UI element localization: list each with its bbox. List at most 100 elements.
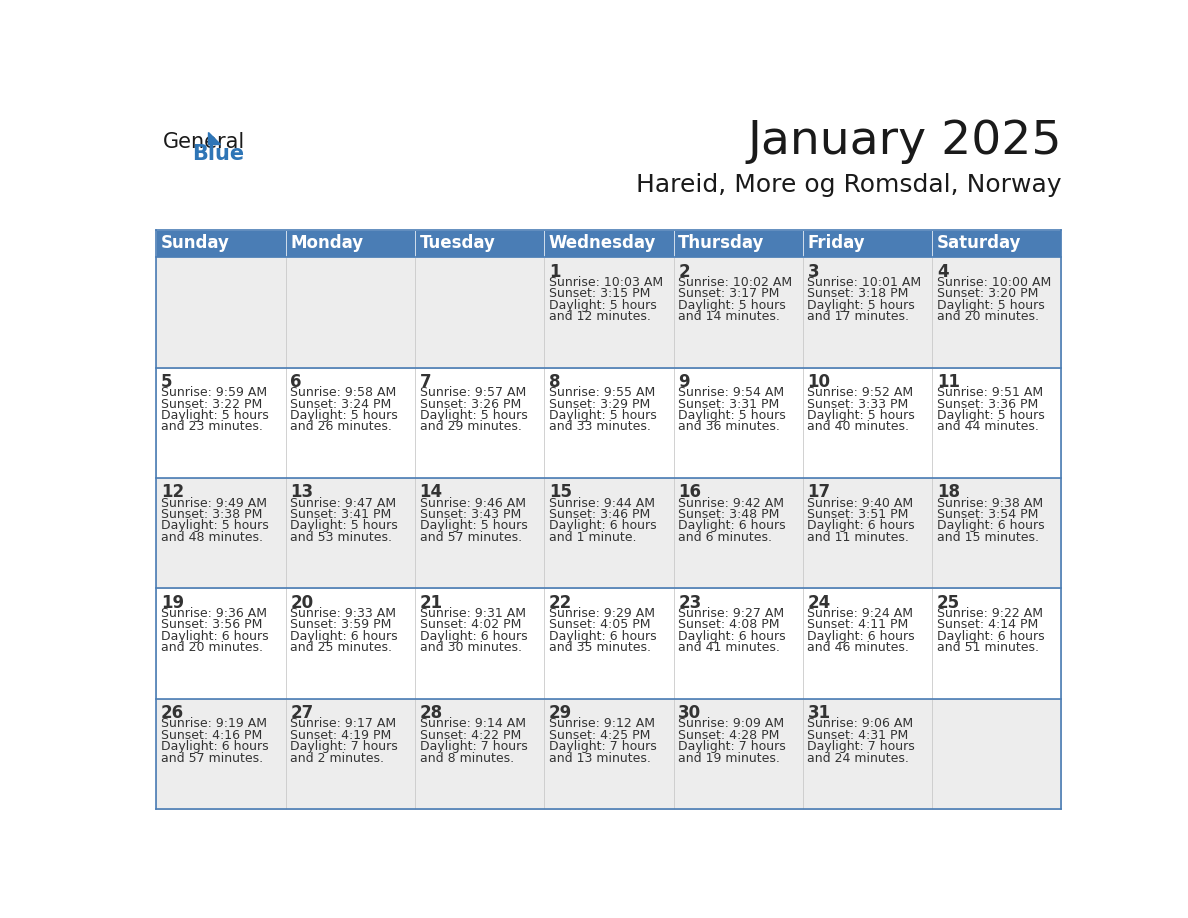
Text: Sunrise: 10:01 AM: Sunrise: 10:01 AM: [808, 275, 922, 288]
Polygon shape: [208, 132, 220, 144]
Text: Sunset: 4:05 PM: Sunset: 4:05 PM: [549, 619, 650, 632]
Text: 9: 9: [678, 373, 690, 391]
Text: Sunset: 3:46 PM: Sunset: 3:46 PM: [549, 508, 650, 521]
Text: Sunset: 3:17 PM: Sunset: 3:17 PM: [678, 287, 779, 300]
Text: 10: 10: [808, 373, 830, 391]
Text: Sunset: 4:14 PM: Sunset: 4:14 PM: [937, 619, 1038, 632]
Text: Saturday: Saturday: [937, 234, 1022, 252]
Bar: [157, 588, 285, 699]
Text: Sunrise: 9:27 AM: Sunrise: 9:27 AM: [678, 607, 784, 620]
Bar: [674, 478, 803, 588]
Text: Sunrise: 9:46 AM: Sunrise: 9:46 AM: [419, 497, 525, 509]
Text: and 1 minute.: and 1 minute.: [549, 531, 637, 543]
Bar: [157, 230, 285, 257]
Text: Sunset: 4:08 PM: Sunset: 4:08 PM: [678, 619, 779, 632]
Text: 29: 29: [549, 704, 573, 722]
Bar: [415, 478, 544, 588]
Text: 6: 6: [290, 373, 302, 391]
Bar: [933, 257, 1061, 367]
Text: Daylight: 5 hours: Daylight: 5 hours: [160, 520, 268, 532]
Text: Daylight: 6 hours: Daylight: 6 hours: [808, 520, 915, 532]
Text: and 25 minutes.: and 25 minutes.: [290, 641, 392, 655]
Bar: [157, 367, 285, 478]
Text: Daylight: 6 hours: Daylight: 6 hours: [678, 520, 785, 532]
Text: Daylight: 5 hours: Daylight: 5 hours: [937, 409, 1044, 422]
Bar: [544, 230, 674, 257]
Text: and 35 minutes.: and 35 minutes.: [549, 641, 651, 655]
Text: Sunset: 3:29 PM: Sunset: 3:29 PM: [549, 397, 650, 410]
Text: Sunset: 3:22 PM: Sunset: 3:22 PM: [160, 397, 263, 410]
Text: and 15 minutes.: and 15 minutes.: [937, 531, 1038, 543]
Text: and 2 minutes.: and 2 minutes.: [290, 752, 384, 765]
Text: Sunrise: 9:52 AM: Sunrise: 9:52 AM: [808, 386, 914, 399]
Text: 15: 15: [549, 484, 571, 501]
Text: 25: 25: [937, 594, 960, 612]
Text: Daylight: 5 hours: Daylight: 5 hours: [678, 298, 786, 311]
Text: Sunset: 4:02 PM: Sunset: 4:02 PM: [419, 619, 520, 632]
Text: Sunrise: 9:24 AM: Sunrise: 9:24 AM: [808, 607, 914, 620]
Text: Sunrise: 9:38 AM: Sunrise: 9:38 AM: [937, 497, 1043, 509]
Text: Sunrise: 9:36 AM: Sunrise: 9:36 AM: [160, 607, 267, 620]
Text: Sunset: 3:41 PM: Sunset: 3:41 PM: [290, 508, 392, 521]
Text: Sunset: 4:11 PM: Sunset: 4:11 PM: [808, 619, 909, 632]
Text: 4: 4: [937, 263, 948, 281]
Text: Daylight: 5 hours: Daylight: 5 hours: [808, 298, 915, 311]
Text: Daylight: 5 hours: Daylight: 5 hours: [419, 520, 527, 532]
Text: Sunset: 4:31 PM: Sunset: 4:31 PM: [808, 729, 909, 742]
Text: Daylight: 5 hours: Daylight: 5 hours: [549, 409, 657, 422]
Text: Sunrise: 9:44 AM: Sunrise: 9:44 AM: [549, 497, 655, 509]
Bar: [803, 257, 933, 367]
Text: 2: 2: [678, 263, 690, 281]
Text: Sunrise: 9:12 AM: Sunrise: 9:12 AM: [549, 717, 655, 731]
Text: and 40 minutes.: and 40 minutes.: [808, 420, 910, 433]
Text: and 19 minutes.: and 19 minutes.: [678, 752, 781, 765]
Text: Daylight: 7 hours: Daylight: 7 hours: [419, 740, 527, 753]
Bar: [544, 367, 674, 478]
Text: 13: 13: [290, 484, 314, 501]
Text: and 44 minutes.: and 44 minutes.: [937, 420, 1038, 433]
Text: Daylight: 5 hours: Daylight: 5 hours: [808, 409, 915, 422]
Text: and 41 minutes.: and 41 minutes.: [678, 641, 781, 655]
Text: Sunset: 3:18 PM: Sunset: 3:18 PM: [808, 287, 909, 300]
Text: 24: 24: [808, 594, 830, 612]
Bar: [803, 367, 933, 478]
Text: 12: 12: [160, 484, 184, 501]
Text: and 6 minutes.: and 6 minutes.: [678, 531, 772, 543]
Text: and 57 minutes.: and 57 minutes.: [160, 752, 263, 765]
Text: Sunset: 3:24 PM: Sunset: 3:24 PM: [290, 397, 392, 410]
Text: Sunset: 4:22 PM: Sunset: 4:22 PM: [419, 729, 520, 742]
Text: 8: 8: [549, 373, 561, 391]
Text: Sunrise: 9:54 AM: Sunrise: 9:54 AM: [678, 386, 784, 399]
Text: Sunrise: 10:03 AM: Sunrise: 10:03 AM: [549, 275, 663, 288]
Text: Sunrise: 10:02 AM: Sunrise: 10:02 AM: [678, 275, 792, 288]
Text: Daylight: 7 hours: Daylight: 7 hours: [290, 740, 398, 753]
Text: Daylight: 6 hours: Daylight: 6 hours: [549, 520, 657, 532]
Text: Sunset: 3:59 PM: Sunset: 3:59 PM: [290, 619, 392, 632]
Text: 19: 19: [160, 594, 184, 612]
Text: and 11 minutes.: and 11 minutes.: [808, 531, 909, 543]
Text: and 20 minutes.: and 20 minutes.: [160, 641, 263, 655]
Bar: [803, 478, 933, 588]
Text: and 53 minutes.: and 53 minutes.: [290, 531, 392, 543]
Bar: [803, 699, 933, 810]
Text: Sunrise: 9:06 AM: Sunrise: 9:06 AM: [808, 717, 914, 731]
Text: and 33 minutes.: and 33 minutes.: [549, 420, 651, 433]
Text: Sunrise: 9:58 AM: Sunrise: 9:58 AM: [290, 386, 397, 399]
Bar: [933, 367, 1061, 478]
Text: Sunrise: 9:47 AM: Sunrise: 9:47 AM: [290, 497, 397, 509]
Text: Daylight: 5 hours: Daylight: 5 hours: [160, 409, 268, 422]
Text: Sunrise: 9:14 AM: Sunrise: 9:14 AM: [419, 717, 525, 731]
Text: Daylight: 5 hours: Daylight: 5 hours: [290, 409, 398, 422]
Text: Daylight: 7 hours: Daylight: 7 hours: [808, 740, 915, 753]
Text: 3: 3: [808, 263, 819, 281]
Bar: [674, 367, 803, 478]
Text: Sunset: 3:38 PM: Sunset: 3:38 PM: [160, 508, 263, 521]
Text: Sunset: 3:48 PM: Sunset: 3:48 PM: [678, 508, 779, 521]
Text: and 30 minutes.: and 30 minutes.: [419, 641, 522, 655]
Text: Daylight: 7 hours: Daylight: 7 hours: [678, 740, 786, 753]
Bar: [803, 230, 933, 257]
Text: Sunset: 4:25 PM: Sunset: 4:25 PM: [549, 729, 650, 742]
Text: Sunrise: 9:40 AM: Sunrise: 9:40 AM: [808, 497, 914, 509]
Bar: [157, 478, 285, 588]
Text: Sunset: 3:51 PM: Sunset: 3:51 PM: [808, 508, 909, 521]
